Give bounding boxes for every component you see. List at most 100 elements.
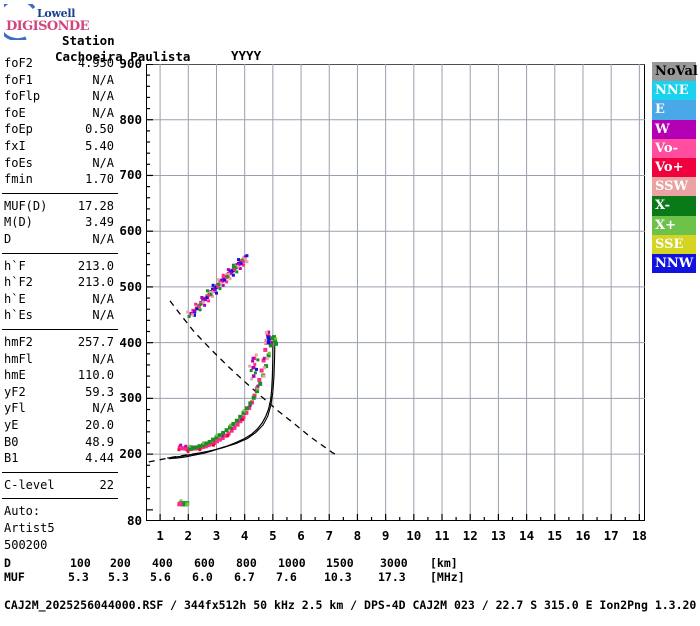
param-value: N/A	[92, 308, 114, 323]
param-row-hmf2: hmF2 257.7	[0, 335, 124, 352]
x-tick-14: 14	[519, 528, 535, 543]
param-value: 48.9	[85, 434, 114, 449]
header-table: Station YYYY DAY DDD HHMMSS P1 FFS S AXN…	[0, 18, 700, 229]
param-divider	[2, 192, 118, 194]
param-key: MUF(D)	[4, 198, 48, 213]
footer-file-row: CAJ2M_2025256044000.RSF / 344fx512h 50 k…	[0, 584, 700, 612]
legend-item-x[interactable]: X-	[652, 196, 696, 216]
legend-item-e[interactable]: E	[652, 100, 696, 120]
param-value: 5.40	[85, 139, 114, 153]
param-key: C-level	[4, 477, 55, 492]
legend-item-noval[interactable]: NoVal	[652, 62, 698, 82]
footer-d-value-2: 400	[152, 556, 173, 570]
param-key: h`F2	[4, 275, 33, 290]
legend-item-x[interactable]: X+	[652, 215, 696, 235]
param-value: 59.3	[85, 384, 114, 399]
x-tick-11: 11	[434, 528, 450, 543]
param-value: 17.28	[77, 198, 114, 213]
param-key: hmE	[4, 368, 26, 383]
footer-muf-value-6: 10.3	[324, 570, 352, 584]
x-tick-12: 12	[462, 528, 478, 543]
param-row-fof2: foF2 4.950	[0, 56, 124, 73]
footer-muf-value-2: 5.6	[150, 570, 171, 584]
hdr-yyyy: YYYY	[231, 48, 262, 63]
x-tick-13: 13	[490, 528, 506, 543]
param-row-hf2: h`F2 213.0	[0, 275, 124, 292]
auto-line-1: Artist5	[4, 521, 55, 535]
legend-item-ssw[interactable]: SSW	[652, 177, 696, 197]
param-key: foEs	[4, 155, 33, 170]
param-value: 4.950	[77, 56, 114, 70]
footer-d-value-5: 1000	[278, 556, 306, 570]
param-key: foE	[4, 105, 26, 120]
legend-label: SSE	[655, 236, 684, 252]
legend-item-nnw[interactable]: NNW	[652, 253, 696, 274]
param-value: N/A	[92, 105, 114, 120]
polarization-legend[interactable]: NoVal NNE E W Vo- Vo+ SSW X- X+ SSE NNW	[652, 62, 698, 274]
footer-d-value-4: 800	[236, 556, 257, 570]
param-row-yf2: yF2 59.3	[0, 385, 124, 402]
param-row-hf: h`F 213.0	[0, 259, 124, 276]
legend-label: Vo-	[655, 140, 678, 156]
param-value: N/A	[92, 291, 114, 306]
param-row-fof1: foF1 N/A	[0, 73, 124, 90]
legend-item-w[interactable]: W	[652, 119, 696, 139]
legend-label: NNE	[655, 83, 689, 99]
hdr-station: Station	[62, 33, 115, 48]
legend-label: SSW	[655, 179, 689, 195]
y-tick-300: 300	[119, 390, 142, 406]
param-row-foes: foEs N/A	[0, 156, 124, 173]
x-axis-labels: 1 2 3 4 5 6 7 8 9 10 11 12 13 14 15 16 17 18	[146, 528, 656, 546]
legend-label: X-	[655, 198, 671, 214]
y-tick-700: 700	[119, 167, 142, 183]
logo-lowell-text: Lowell	[37, 7, 76, 20]
param-row-foep: foEp 0.50	[0, 122, 124, 139]
param-row-clevel: C-level 22	[0, 478, 124, 495]
legend-item-nne[interactable]: NNE	[652, 81, 696, 101]
footer-muf-value-4: 6.7	[234, 570, 255, 584]
param-row-foe: foE N/A	[0, 106, 124, 123]
x-tick-5: 5	[269, 528, 277, 543]
header-value-row: Cachoeira Paulista 2025 Sep13 256 044000…	[0, 34, 700, 229]
x-tick-8: 8	[353, 528, 362, 543]
param-key: yE	[4, 418, 19, 432]
footer-d-value-1: 200	[110, 556, 131, 570]
param-key: D	[4, 232, 12, 246]
param-row-hme: hmE 110.0	[0, 368, 124, 385]
param-row-fxi: fxI 5.40	[0, 139, 124, 156]
param-value: 0.50	[85, 122, 114, 137]
x-tick-16: 16	[575, 528, 591, 543]
ionogram-plot[interactable]	[146, 64, 645, 521]
legend-item-sse[interactable]: SSE	[652, 234, 696, 254]
legend-label: E	[655, 102, 665, 118]
param-divider	[2, 471, 118, 473]
param-row-b1: B1 4.44	[0, 451, 124, 468]
footer-muf-value-5: 7.6	[276, 570, 297, 584]
param-value: N/A	[92, 155, 114, 170]
param-row-ye: yE 20.0	[0, 418, 124, 435]
footer-filename: CAJ2M_2025256044000.RSF / 344fx512h 50 k…	[4, 598, 697, 612]
plot-gridlines	[146, 64, 645, 521]
param-value: 22	[99, 477, 114, 492]
param-key: M(D)	[4, 215, 33, 230]
param-row-he: h`E N/A	[0, 292, 124, 309]
param-value: N/A	[92, 351, 114, 366]
y-tick-bottom: 80	[126, 513, 142, 528]
legend-item-vo[interactable]: Vo-	[652, 138, 696, 158]
footer-muf-value-1: 5.3	[108, 570, 129, 584]
param-key: fmin	[4, 172, 33, 187]
param-value: N/A	[92, 89, 114, 104]
y-tick-500: 500	[119, 278, 142, 294]
param-value: N/A	[92, 72, 114, 87]
legend-label: NNW	[655, 255, 694, 271]
y-tick-200: 200	[119, 446, 142, 462]
y-tick-600: 600	[119, 223, 142, 239]
legend-item-vo[interactable]: Vo+	[652, 157, 696, 178]
param-row-fmin: fmin 1.70	[0, 172, 124, 189]
param-row-yfl: yFl N/A	[0, 401, 124, 418]
x-tick-10: 10	[406, 528, 422, 543]
param-value: 3.49	[85, 215, 114, 230]
x-tick-7: 7	[325, 528, 333, 543]
param-key: foEp	[4, 122, 33, 137]
param-value: 1.70	[85, 172, 114, 187]
